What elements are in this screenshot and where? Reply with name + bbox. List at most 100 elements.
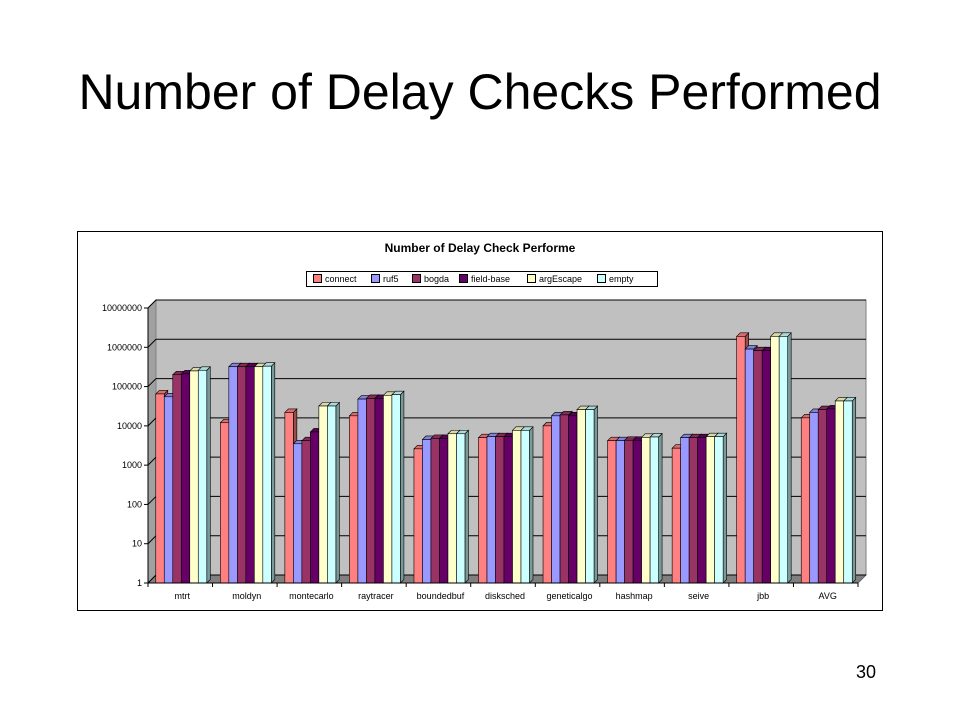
x-tick-label: jbb [756, 591, 769, 601]
bar-bogda-seive [688, 437, 698, 584]
bar-argEscape-AVG [834, 400, 845, 584]
bar-ruf5-boundedbuf [422, 439, 432, 584]
bar-ruf5-raytracer [357, 398, 367, 584]
bar-argEscape-geneticalgo [576, 409, 586, 584]
legend-item-bogda: bogda [412, 274, 449, 285]
bar-side [271, 361, 276, 584]
bar-argEscape-moldyn [254, 366, 264, 584]
bar-ruf5-montecarlo [293, 443, 303, 584]
x-tick-label: moldyn [232, 591, 261, 601]
legend-item-field-base: field-base [459, 274, 510, 285]
slide-title: Number of Delay Checks Performed [0, 62, 960, 122]
legend-swatch [527, 274, 536, 283]
bar-empty-seive [714, 436, 724, 584]
bar-connect-mtrt [155, 393, 165, 584]
bar-empty-boundedbuf [456, 433, 466, 584]
bar-field-base-AVG [826, 408, 836, 584]
x-tick-label: hashmap [616, 591, 653, 601]
bar-field-base-moldyn [245, 366, 255, 584]
bar-side [722, 432, 727, 584]
bar-field-base-raytracer [374, 398, 384, 584]
bar-connect-montecarlo [284, 412, 294, 584]
x-tick-label: geneticalgo [547, 591, 593, 601]
slide-title-line: Number of Delay Checks Performed [78, 64, 882, 120]
bar-connect-raytracer [349, 415, 359, 584]
bar-field-base-geneticalgo [568, 415, 578, 584]
gridline-side [147, 456, 157, 466]
chart-legend: connect ruf5 bogda field-base argEscape … [306, 271, 658, 287]
legend-label: empty [609, 274, 634, 284]
bar-field-base-seive [697, 437, 707, 584]
bar-side [206, 366, 211, 584]
bar-ruf5-AVG [809, 412, 819, 584]
x-tick-label: AVG [819, 591, 837, 601]
bar-ruf5-geneticalgo [551, 415, 561, 584]
bar-bogda-AVG [817, 409, 828, 584]
gridline-side [147, 299, 157, 309]
bar-side [593, 405, 598, 584]
x-tick-label: mtrt [175, 591, 191, 601]
bar-empty-disksched [520, 430, 530, 584]
bar-connect-boundedbuf [413, 448, 423, 584]
y-tick-label: 1000 [122, 460, 142, 470]
x-tick-label: montecarlo [289, 591, 334, 601]
bar-connect-moldyn [220, 422, 230, 584]
bar-field-base-hashmap [632, 439, 642, 584]
bar-bogda-montecarlo [301, 440, 311, 584]
y-tick-label: 100000 [112, 382, 142, 392]
legend-item-ruf5: ruf5 [371, 274, 399, 285]
bar-ruf5-hashmap [615, 440, 625, 584]
bar-field-base-disksched [503, 436, 513, 584]
bar-bogda-moldyn [237, 366, 247, 584]
bar-connect-hashmap [607, 440, 617, 584]
legend-label: field-base [471, 274, 511, 284]
bar-argEscape-seive [705, 436, 715, 584]
gridline-side [147, 417, 157, 427]
bar-field-base-jbb [761, 350, 771, 584]
bar-ruf5-seive [680, 437, 690, 584]
bar-empty-moldyn [262, 365, 272, 584]
legend-swatch [313, 274, 322, 283]
x-tick-label: seive [688, 591, 709, 601]
y-tick-label: 10000000 [102, 303, 142, 313]
bar-connect-seive [671, 447, 681, 584]
bar-connect-AVG [800, 417, 811, 584]
bar-side [335, 401, 340, 584]
legend-swatch [597, 274, 606, 283]
gridline-side [147, 338, 157, 348]
bar-empty-hashmap [649, 436, 659, 584]
bar-bogda-geneticalgo [559, 414, 569, 584]
bar-empty-AVG [843, 400, 853, 584]
bar-connect-disksched [478, 437, 488, 584]
bar-empty-montecarlo [327, 405, 337, 584]
legend-label: connect [325, 274, 357, 284]
bar-argEscape-boundedbuf [447, 433, 457, 584]
x-tick-label: boundedbuf [417, 591, 465, 601]
bar-ruf5-mtrt [163, 396, 174, 584]
bar-empty-mtrt [197, 369, 208, 584]
bar-bogda-boundedbuf [430, 438, 440, 584]
legend-label: ruf5 [383, 274, 399, 284]
gridline-side [147, 378, 157, 387]
page-number: 30 [855, 662, 876, 682]
legend-item-connect: connect [313, 274, 357, 285]
y-tick-label: 1000000 [107, 342, 142, 352]
x-tick-label: disksched [485, 591, 525, 601]
bar-ruf5-jbb [744, 348, 754, 584]
bar-argEscape-jbb [770, 336, 780, 584]
bar-bogda-disksched [495, 436, 505, 584]
gridline-side [147, 496, 157, 505]
y-tick-label: 10 [132, 539, 142, 549]
bar-empty-geneticalgo [585, 409, 595, 584]
legend-item-empty: empty [597, 274, 634, 285]
y-tick-label: 100 [127, 499, 142, 509]
bar-field-base-mtrt [180, 373, 191, 584]
legend-label: bogda [424, 274, 450, 284]
legend-label: argEscape [539, 274, 583, 284]
y-tick-label: 10000 [117, 421, 142, 431]
bar-empty-jbb [778, 336, 788, 584]
bar-argEscape-raytracer [383, 394, 393, 584]
bar-bogda-raytracer [366, 398, 376, 584]
bar-side [529, 426, 534, 584]
